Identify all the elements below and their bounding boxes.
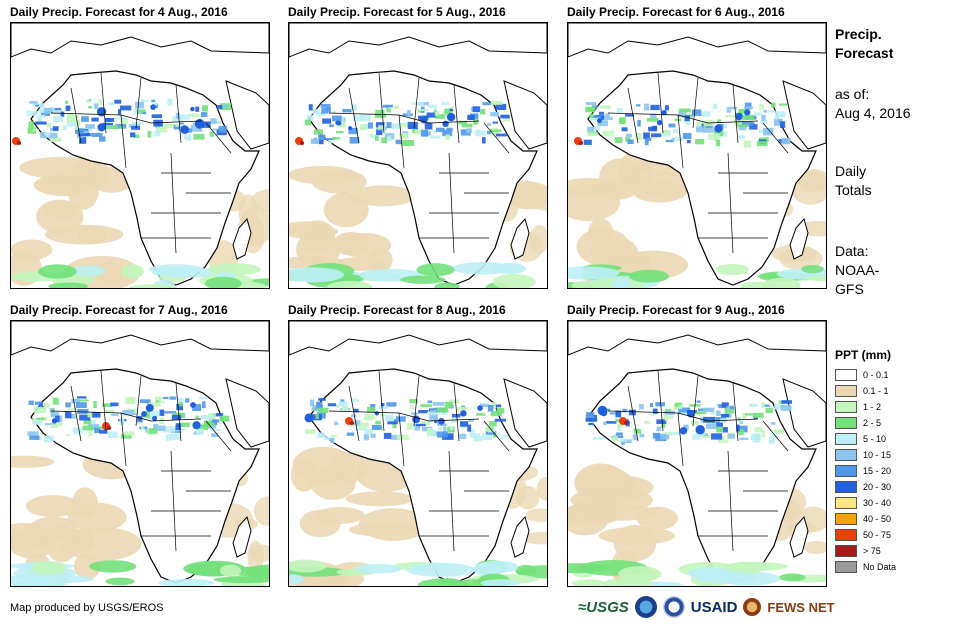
legend-swatch — [835, 497, 857, 509]
data-label: Data: — [835, 243, 869, 259]
usaid-seal-icon — [662, 596, 685, 618]
legend-swatch — [835, 385, 857, 397]
as-of-label: as of: — [835, 86, 870, 102]
legend-item: 20 - 30 — [835, 479, 896, 495]
map-canvas — [568, 23, 826, 288]
ppt-legend: PPT (mm) 0 - 0.1 0.1 - 1 1 - 2 2 - 5 5 - 10 1… — [835, 348, 896, 575]
panel-title: Daily Precip. Forecast for 7 Aug., 2016 — [10, 303, 228, 317]
legend-rows: 0 - 0.1 0.1 - 1 1 - 2 2 - 5 5 - 10 10 - 15 15 … — [835, 367, 896, 575]
forecast-panel-6: Daily Precip. Forecast for 9 Aug., 2016 — [567, 303, 827, 587]
legend-swatch — [835, 465, 857, 477]
forecast-panel-3: Daily Precip. Forecast for 6 Aug., 2016 — [567, 5, 827, 289]
forecast-panel-2: Daily Precip. Forecast for 5 Aug., 2016 — [288, 5, 548, 289]
legend-label: 0.1 - 1 — [863, 386, 889, 396]
panel-title: Daily Precip. Forecast for 8 Aug., 2016 — [288, 303, 506, 317]
legend-item: 1 - 2 — [835, 399, 896, 415]
forecast-map — [567, 22, 827, 289]
data-source-line1: NOAA- — [835, 262, 880, 278]
legend-item: 2 - 5 — [835, 415, 896, 431]
legend-swatch — [835, 369, 857, 381]
legend-swatch — [835, 433, 857, 445]
legend-swatch — [835, 513, 857, 525]
as-of-date: Aug 4, 2016 — [835, 105, 911, 121]
legend-item: 30 - 40 — [835, 495, 896, 511]
panel-title: Daily Precip. Forecast for 4 Aug., 2016 — [10, 5, 228, 19]
legend-label: 2 - 5 — [863, 418, 882, 428]
legend-item: 40 - 50 — [835, 511, 896, 527]
legend-title: PPT (mm) — [835, 348, 892, 362]
noaa-logo-icon — [634, 596, 657, 618]
legend-label: No Data — [863, 562, 897, 572]
legend-label: 10 - 15 — [863, 450, 892, 460]
totals-block: Daily Totals — [835, 162, 872, 200]
usgs-logo: ≈USGS — [578, 598, 629, 616]
data-source-block: Data: NOAA- GFS — [835, 242, 879, 299]
map-canvas — [11, 321, 269, 586]
legend-label: 0 - 0.1 — [863, 370, 889, 380]
as-of-block: as of: Aug 4, 2016 — [835, 85, 911, 123]
forecast-map — [288, 320, 548, 587]
sidebar-title-line1: Precip. — [835, 26, 882, 42]
legend-item: 5 - 10 — [835, 431, 896, 447]
data-source-line2: GFS — [835, 281, 864, 297]
legend-label: 15 - 20 — [863, 466, 892, 476]
totals-line2: Totals — [835, 182, 872, 198]
fews-net-logo: FEWS NET — [767, 599, 835, 615]
forecast-map — [10, 22, 270, 289]
forecast-map — [10, 320, 270, 587]
legend-label: 50 - 75 — [863, 530, 892, 540]
totals-line1: Daily — [835, 163, 867, 179]
sidebar-title-line2: Forecast — [835, 45, 894, 61]
legend-swatch — [835, 481, 857, 493]
panel-title: Daily Precip. Forecast for 9 Aug., 2016 — [567, 303, 785, 317]
panel-title: Daily Precip. Forecast for 6 Aug., 2016 — [567, 5, 785, 19]
legend-label: 5 - 10 — [863, 434, 887, 444]
legend-item: 50 - 75 — [835, 527, 896, 543]
legend-label: 20 - 30 — [863, 482, 892, 492]
forecast-map — [288, 22, 548, 289]
fews-globe-icon — [743, 598, 762, 616]
forecast-panel-1: Daily Precip. Forecast for 4 Aug., 2016 — [10, 5, 270, 289]
legend-swatch — [835, 401, 857, 413]
legend-swatch — [835, 545, 857, 557]
legend-label: 1 - 2 — [863, 402, 882, 412]
legend-label: > 75 — [863, 546, 881, 556]
panel-title: Daily Precip. Forecast for 5 Aug., 2016 — [288, 5, 506, 19]
map-canvas — [568, 321, 826, 586]
sidebar-title: Precip. Forecast — [835, 25, 893, 63]
legend-item: 15 - 20 — [835, 463, 896, 479]
legend-item: No Data — [835, 559, 896, 575]
legend-swatch — [835, 529, 857, 541]
forecast-map — [567, 320, 827, 587]
legend-item: 0 - 0.1 — [835, 367, 896, 383]
map-canvas — [289, 321, 547, 586]
legend-swatch — [835, 417, 857, 429]
legend-swatch — [835, 561, 857, 573]
map-canvas — [289, 23, 547, 288]
legend-label: 30 - 40 — [863, 498, 892, 508]
forecast-panel-5: Daily Precip. Forecast for 8 Aug., 2016 — [288, 303, 548, 587]
map-credit: Map produced by USGS/EROS — [10, 602, 164, 614]
legend-swatch — [835, 449, 857, 461]
usaid-logo: USAID — [690, 598, 738, 616]
logo-strip: ≈USGS USAID FEWS NET — [578, 594, 835, 620]
legend-item: > 75 — [835, 543, 896, 559]
legend-item: 0.1 - 1 — [835, 383, 896, 399]
legend-label: 40 - 50 — [863, 514, 892, 524]
legend-item: 10 - 15 — [835, 447, 896, 463]
map-canvas — [11, 23, 269, 288]
forecast-panel-4: Daily Precip. Forecast for 7 Aug., 2016 — [10, 303, 270, 587]
